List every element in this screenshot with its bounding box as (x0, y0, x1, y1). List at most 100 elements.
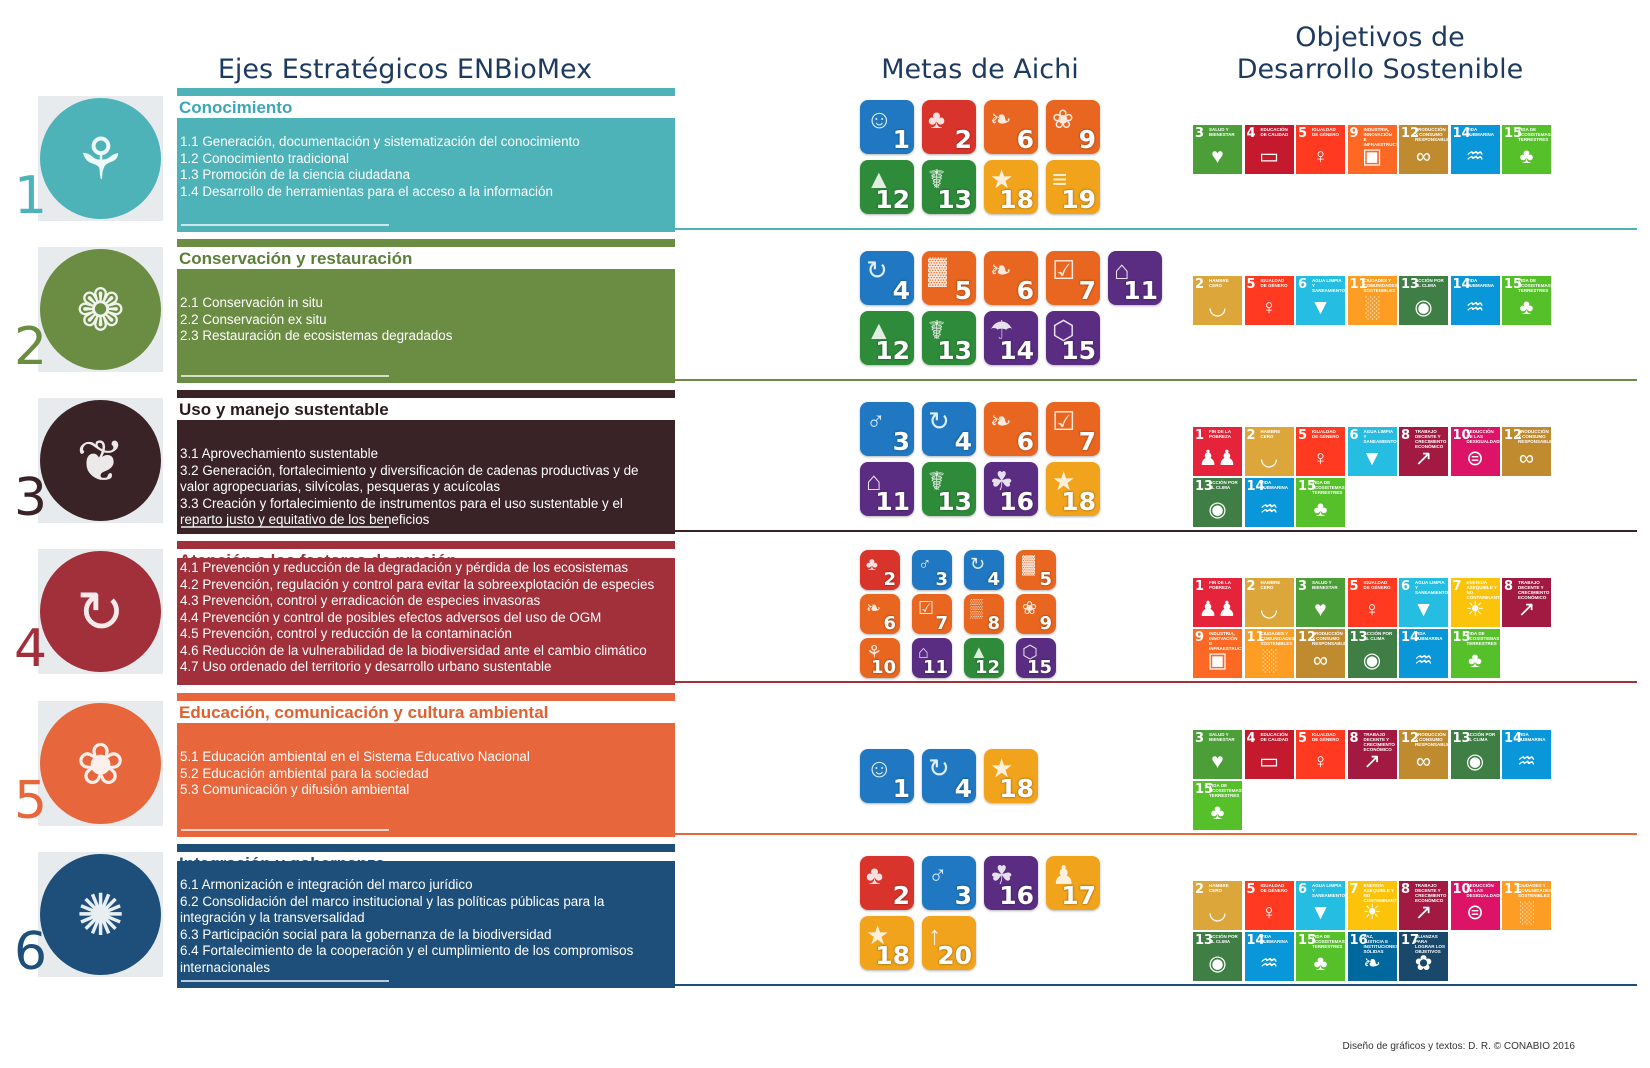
sdg-tile-4: 4 Educación de calidad ▭ (1244, 730, 1294, 779)
axis-line-item: 1.2 Conocimiento tradicional (180, 150, 349, 166)
ods-header-line2: Desarrollo Sostenible (1236, 54, 1524, 85)
gender-icon: ♀ (1312, 145, 1329, 168)
aichi-target-14: ☂ 14 (984, 311, 1038, 365)
sdg-tile-14: 14 Vida submarina ♒ (1399, 629, 1448, 678)
axis-top-bar (177, 390, 675, 398)
leaf-hand-icon: ☘ (990, 860, 1014, 890)
sdg-label: Reducción de las desigualdades (1466, 883, 1506, 898)
sdg-tile-1: 1 Fin de la pobreza ♟♟ (1193, 427, 1242, 476)
sdg-label: Igualdad de género (1260, 278, 1288, 288)
sdg-tile-12: 12 Producción y consumo responsables ∞ (1502, 427, 1556, 476)
sdg-label: Vida submarina (1260, 934, 1289, 944)
gender-icon: ♀ (1261, 901, 1277, 924)
sdg-label: Agua limpia y saneamiento (1415, 580, 1449, 595)
tree-birds-icon: ♣ (1313, 498, 1328, 521)
water-drop-icon: ▼ (1310, 901, 1331, 924)
checkbox-icon: ☑ (1052, 255, 1076, 285)
sdg-number: 3 (1195, 731, 1205, 746)
axis-line-item: 2.1 Conservación in situ (180, 295, 323, 310)
axis-title: Educación, comunicación y cultura ambien… (179, 703, 549, 722)
hands-resources-icon: ❦ (38, 398, 163, 523)
sdg-number: 4 (1246, 126, 1256, 141)
sdg-label: Trabajo decente y crecimiento económico (1415, 429, 1447, 449)
sdg-label: Vida submarina (1466, 127, 1495, 137)
checkbox-icon: ☑ (918, 598, 935, 618)
tree-icon: ♣ (928, 104, 946, 134)
sdg-number: 3 (1298, 579, 1308, 594)
sdg-tile-7: 7 Energía asequible y no contaminante ☀ (1347, 881, 1400, 930)
sdg-tile-12: 12 Producción y consumo responsables ∞ (1296, 629, 1350, 678)
data-icon: ≡ (1052, 164, 1068, 194)
aichi-target-4: ↻ 4 (922, 749, 976, 803)
sdg-number: 15 (1504, 277, 1523, 292)
sdg-number: 13 (1452, 731, 1471, 746)
fish-icon: ♒ (1259, 498, 1279, 521)
aichi-number: 6 (883, 613, 896, 634)
person-icon: ♂ (866, 406, 886, 436)
sdg-label: Vida submarina (1518, 732, 1546, 742)
sdg-number: 13 (1195, 933, 1214, 948)
aichi-target-11: ⌂ 11 (912, 638, 952, 678)
sdg-label: Vida de ecosistemas terrestres (1312, 480, 1345, 495)
head-icon: ☺ (866, 753, 893, 783)
sdg-label: Salud y bienestar (1209, 732, 1235, 742)
axis-top-bar (177, 693, 675, 701)
sdg-tile-8: 8 Trabajo decente y crecimiento económico… (1502, 578, 1551, 627)
aichi-target-19: ≡ 19 (1046, 160, 1100, 214)
sdg-label: Producción y consumo responsables (1518, 429, 1556, 444)
axis-top-bar (177, 844, 675, 852)
axis-line-item: 1.1 Generación, documentación y sistemat… (180, 134, 580, 149)
axis-number: 5 (14, 771, 48, 831)
protected-area-icon: ⌂ (1114, 255, 1130, 285)
aichi-number: 7 (1078, 276, 1096, 305)
sdg-label: Hambre cero (1209, 883, 1229, 893)
sdg-tile-5: 5 Igualdad de género ♀ (1244, 276, 1294, 325)
aichi-number: 4 (954, 427, 972, 456)
sdg-number: 9 (1195, 630, 1205, 645)
aichi-target-15: ⬡ 15 (1016, 638, 1056, 678)
ecosystem-icon: ☂ (990, 315, 1014, 345)
sdg-label: Ciudades y comunidades sostenibles (1363, 278, 1398, 293)
sdg-label: Producción y consumo responsables (1415, 732, 1453, 747)
underline-decoration (181, 375, 389, 377)
sdg-label: Agua limpia y saneamiento (1312, 278, 1346, 293)
sdg-label: Igualdad de género (1312, 732, 1340, 742)
sdg-number: 1 (1195, 428, 1205, 443)
aichi-number: 19 (1061, 185, 1096, 214)
axis-lines-box: 4.1 Prevención y reducción de la degrada… (177, 558, 675, 685)
sdg-label: Reducción de las desigualdades (1466, 429, 1506, 444)
sdg-number: 3 (1195, 126, 1205, 141)
forest-icon: ▓ (928, 255, 947, 285)
aichi-number: 7 (1078, 427, 1096, 456)
aichi-number: 8 (987, 613, 1000, 634)
sdg-label: Vida de ecosistemas terrestres (1312, 934, 1345, 949)
sdg-tile-15: 15 Vida de ecosistemas terrestres ♣ (1296, 932, 1345, 981)
sdg-tile-7: 7 Energía asequible y no contaminante ☀ (1450, 578, 1503, 627)
tree-birds-icon: ♣ (1313, 952, 1328, 975)
heartbeat-icon: ♥ (1211, 145, 1224, 168)
aichi-number: 18 (999, 185, 1034, 214)
molecule-icon: ⬡ (1052, 315, 1075, 345)
axis-line-item: 3.3 Creación y fortalecimiento de instru… (180, 495, 623, 528)
sdg-tile-9: 9 Industria, innovación e infraestructura… (1347, 125, 1408, 174)
aichi-number: 7 (935, 613, 948, 634)
axis-title: Uso y manejo sustentable (179, 400, 389, 419)
aichi-target-5: ▓ 5 (1016, 550, 1056, 590)
axis-top-bar (177, 541, 675, 549)
city-icon: ░ (1364, 296, 1380, 319)
aichi-number: 3 (935, 569, 948, 590)
sdg-number: 5 (1246, 277, 1256, 292)
leaf-hand-icon: ☘ (990, 466, 1014, 496)
aichi-target-4: ↻ 4 (922, 402, 976, 456)
sdg-tile-8: 8 Trabajo decente y crecimiento económico… (1399, 881, 1448, 930)
sdg-number: 8 (1401, 882, 1411, 897)
aichi-target-3: ♂ 3 (860, 402, 914, 456)
sdg-label: Vida submarina (1466, 278, 1495, 288)
sdg-label: Vida de ecosistemas terrestres (1466, 631, 1500, 646)
sdg-label: Ciudades y comunidades sostenibles (1260, 631, 1295, 646)
sdg-label: Producción y consumo responsables (1312, 631, 1350, 646)
equal-icon: ⊜ (1466, 447, 1484, 470)
forest-icon: ▓ (1022, 554, 1036, 574)
sdg-number: 14 (1452, 126, 1471, 141)
family-icon: ♟♟ (1198, 598, 1237, 621)
